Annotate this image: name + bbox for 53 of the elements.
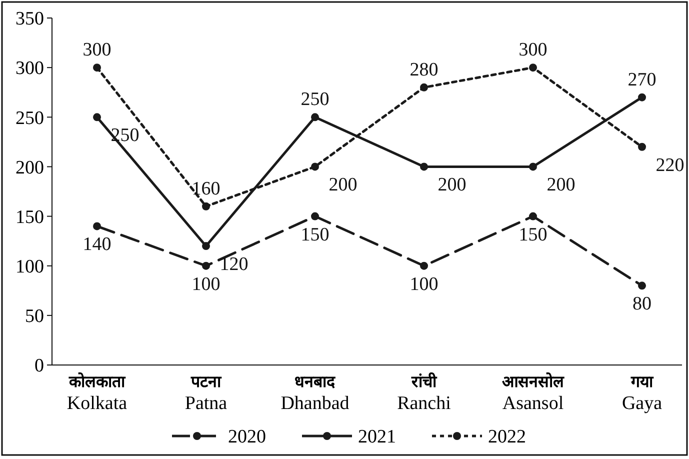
x-tick-label: रांची Ranchi <box>397 372 451 414</box>
y-tick-label: 200 <box>16 157 44 178</box>
point <box>529 212 537 220</box>
point <box>420 262 428 270</box>
point <box>529 64 537 72</box>
point <box>93 113 101 122</box>
data-label: 300 <box>518 40 548 61</box>
y-tick-label: 50 <box>25 306 44 328</box>
x-tick-label: धनबाद Dhanbad <box>280 374 350 414</box>
data-label: 100 <box>192 274 220 295</box>
x-tick-label: गया Gaya <box>622 374 663 414</box>
point <box>93 64 101 72</box>
data-label: 140 <box>82 234 112 256</box>
point <box>202 202 210 210</box>
data-label: 120 <box>220 254 248 276</box>
data-label: 220 <box>656 154 684 176</box>
data-label: 150 <box>300 224 330 246</box>
x-tick-label: कोलकाता Kolkata <box>66 372 128 414</box>
data-label: 150 <box>518 224 548 246</box>
data-label: 250 <box>300 89 330 110</box>
point <box>311 113 319 122</box>
point <box>638 93 646 102</box>
y-tick-label: 300 <box>16 58 44 80</box>
legend-label: 2021 <box>358 426 396 448</box>
data-label: 300 <box>82 40 112 61</box>
point <box>311 162 319 171</box>
point <box>202 242 210 250</box>
point <box>202 262 210 270</box>
data-label: 160 <box>192 178 220 200</box>
legend-label: 2020 <box>228 426 266 448</box>
data-label: 200 <box>546 174 576 196</box>
point <box>529 162 537 171</box>
legend-label: 2022 <box>488 426 526 448</box>
point <box>638 282 646 290</box>
x-tick-label: आसनसोल Asansol <box>502 372 565 414</box>
y-tick-label: 100 <box>16 256 44 278</box>
point <box>420 162 428 171</box>
data-label: 280 <box>410 59 438 80</box>
point <box>638 142 646 151</box>
data-label: 250 <box>110 125 140 146</box>
y-tick-label: 150 <box>16 206 44 228</box>
y-tick-label: 0 <box>34 356 44 377</box>
point <box>93 222 101 230</box>
data-label: 270 <box>628 69 656 90</box>
data-label: 80 <box>632 294 652 315</box>
data-label: 100 <box>410 274 438 295</box>
y-tick-label: 250 <box>16 108 44 129</box>
data-label: 200 <box>328 174 358 196</box>
point <box>420 83 428 92</box>
y-tick-label: 350 <box>16 8 44 30</box>
point <box>311 212 319 220</box>
x-tick-label: पटना Patna <box>184 374 228 414</box>
data-label: 200 <box>438 174 466 196</box>
